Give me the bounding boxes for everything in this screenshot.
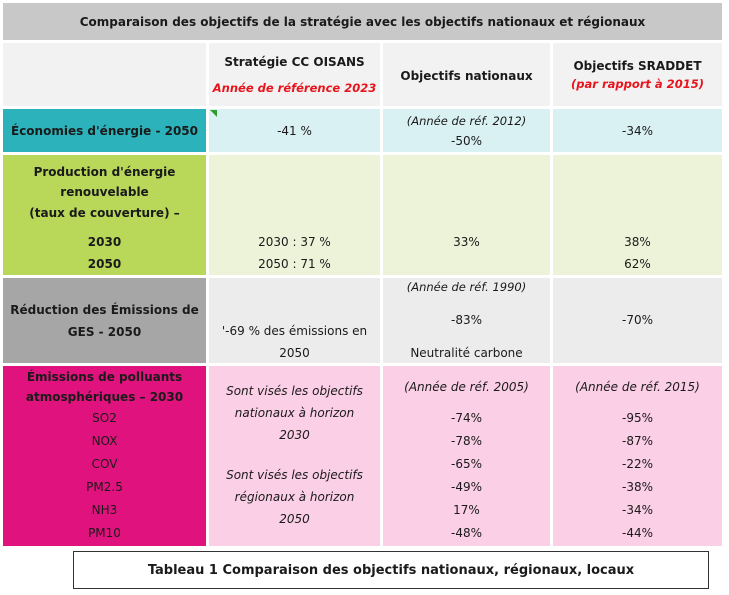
regional-2030: 38% (624, 235, 651, 249)
header-national-cell: Objectifs nationaux (383, 43, 550, 106)
national-reference-year: (Année de réf. 2012) (406, 113, 527, 128)
header-strategy-subtitle: Année de référence 2023 (212, 80, 377, 95)
row-pollutants-national: (Année de réf. 2005) -74% -78% -65% -49%… (383, 366, 550, 546)
regional-value: -87% (621, 434, 653, 448)
regional-value: -95% (621, 411, 653, 425)
header-regional-title: Objectifs SRADDET (573, 58, 702, 73)
header-strategy-title: Stratégie CC OISANS (224, 54, 365, 69)
regional-2050: 62% (624, 257, 651, 271)
pollutants-label-line1: Émissions de polluants (26, 370, 183, 384)
national-reference-year: (Année de réf. 2005) (404, 380, 529, 394)
strategy-2050: 2050 : 71 % (258, 257, 331, 271)
row-renewable-label: Production d'énergie renouvelable (taux … (3, 155, 206, 275)
national-2030: 33% (453, 235, 480, 249)
row-renewable-regional: 38% 62% (553, 155, 722, 275)
pollutant-name: PM2.5 (86, 480, 123, 494)
renewable-year-2050: 2050 (87, 257, 122, 271)
row-pollutants-strategy: Sont visés les objectifs nationaux à hor… (209, 366, 380, 546)
regional-value: -44% (621, 526, 653, 540)
header-strategy-cell: Stratégie CC OISANS Année de référence 2… (209, 43, 380, 106)
row-energy-savings-strategy: -41 % (209, 109, 380, 152)
pollutant-name: COV (91, 457, 118, 471)
national-value: -65% (450, 457, 482, 471)
regional-value: -38% (621, 480, 653, 494)
row-ghg-regional: -70% (553, 278, 722, 363)
ghg-label-line1: Réduction des Émissions de (10, 302, 199, 317)
row-ghg-strategy: '-69 % des émissions en 2050 (209, 278, 380, 363)
national-value: -50% (450, 133, 482, 148)
national-value: 17% (453, 503, 480, 517)
regional-value: -70% (621, 313, 653, 327)
regional-value: -34% (621, 503, 653, 517)
national-value: -49% (450, 480, 482, 494)
row-energy-savings-national: (Année de réf. 2012) -50% (383, 109, 550, 152)
strategy-text1-line1: Sont visés les objectifs (226, 384, 363, 398)
pollutant-name: PM10 (88, 526, 121, 540)
renewable-label-line1: Production d'énergie (33, 165, 176, 179)
pollutant-name: NH3 (91, 503, 118, 517)
regional-reference-year: (Année de réf. 2015) (575, 380, 700, 394)
ghg-label-line2: GES - 2050 (67, 324, 142, 339)
national-value: -83% (450, 313, 482, 327)
row-renewable-national: 33% (383, 155, 550, 275)
comment-marker-icon (210, 110, 217, 117)
strategy-text2-line1: Sont visés les objectifs (226, 468, 363, 482)
row-energy-savings-label: Économies d'énergie - 2050 (3, 109, 206, 152)
row-ghg-label: Réduction des Émissions de GES - 2050 (3, 278, 206, 363)
strategy-line2: 2050 (279, 346, 310, 360)
header-regional-subtitle: (par rapport à 2015) (571, 76, 704, 91)
strategy-text1-line2: nationaux à horizon (234, 406, 355, 420)
national-value: -48% (450, 526, 482, 540)
row-pollutants-label: Émissions de polluants atmosphériques – … (3, 366, 206, 546)
header-corner-cell (3, 43, 206, 106)
strategy-line1: '-69 % des émissions en (221, 324, 368, 338)
strategy-text1-line3: 2030 (279, 428, 310, 442)
strategy-2030: 2030 : 37 % (258, 235, 331, 249)
national-note: Neutralité carbone (410, 346, 523, 360)
strategy-text2-line2: régionaux à horizon (234, 490, 355, 504)
renewable-label-line2: renouvelable (60, 185, 149, 199)
row-energy-savings-regional: -34% (553, 109, 722, 152)
national-value: -78% (450, 434, 482, 448)
national-reference-year: (Année de réf. 1990) (406, 280, 527, 294)
renewable-label-line3: (taux de couverture) – (29, 206, 180, 220)
row-renewable-strategy: 2030 : 37 % 2050 : 71 % (209, 155, 380, 275)
row-ghg-national: (Année de réf. 1990) -83% Neutralité car… (383, 278, 550, 363)
strategy-value: -41 % (277, 123, 312, 138)
pollutant-name: NOX (91, 434, 118, 448)
table-caption: Tableau 1 Comparaison des objectifs nati… (73, 551, 709, 589)
pollutant-name: SO2 (92, 411, 117, 425)
national-value: -74% (450, 411, 482, 425)
pollutants-label-line2: atmosphériques – 2030 (25, 390, 184, 404)
renewable-year-2030: 2030 (87, 235, 122, 249)
regional-value: -22% (621, 457, 653, 471)
row-pollutants-regional: (Année de réf. 2015) -95% -87% -22% -38%… (553, 366, 722, 546)
strategy-text2-line3: 2050 (279, 512, 310, 526)
table-title: Comparaison des objectifs de la stratégi… (3, 3, 722, 40)
header-regional-cell: Objectifs SRADDET (par rapport à 2015) (553, 43, 722, 106)
